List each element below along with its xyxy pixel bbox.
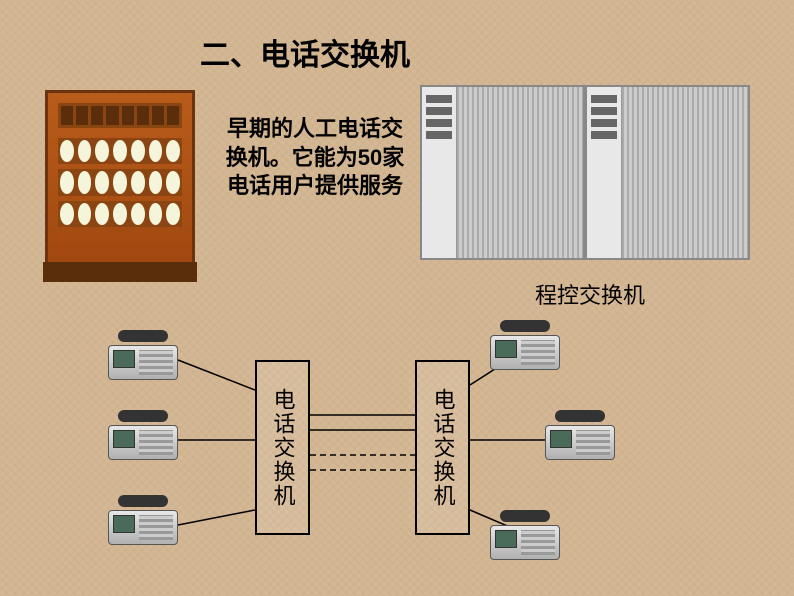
switchbox-right: 电话交换机 — [415, 360, 470, 535]
modern-switch-label: 程控交换机 — [535, 278, 645, 310]
phone-left-0 — [108, 330, 178, 380]
phone-left-2 — [108, 495, 178, 545]
network-diagram: 电话交换机 电话交换机 — [0, 315, 794, 595]
phone-right-1 — [545, 410, 615, 460]
description-text: 早期的人工电话交换机。它能为50家电话用户提供服务 — [225, 115, 405, 201]
switchbox-left: 电话交换机 — [255, 360, 310, 535]
modern-switch-image — [420, 85, 750, 260]
phone-left-1 — [108, 410, 178, 460]
phone-right-2 — [490, 510, 560, 560]
old-switchboard-image — [45, 90, 195, 270]
phone-right-0 — [490, 320, 560, 370]
page-title: 二、电话交换机 — [200, 30, 410, 74]
